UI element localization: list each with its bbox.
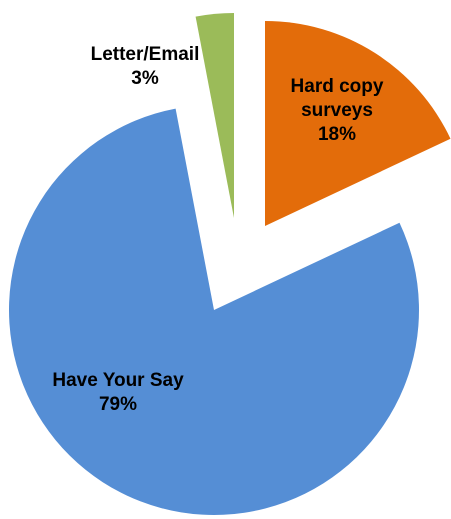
pie-label-line-have-your-say: Have Your Say [52, 370, 184, 391]
pie-label-letter-email: Letter/Email 3% [91, 44, 200, 89]
pie-label-line-letter-email: Letter/Email [91, 44, 200, 65]
pie-label-line-hard-copy-surveys: surveys [301, 100, 373, 121]
pie-label-have-your-say: Have Your Say 79% [52, 370, 184, 415]
pie-labels: Hard copy surveys 18% Have Your Say 79% Lette… [52, 44, 384, 415]
pie-slice-letter-email [195, 13, 234, 218]
pie-label-hard-copy-surveys: Hard copy surveys 18% [291, 76, 384, 145]
pie-slices [8, 13, 451, 515]
pie-percent-letter-email: 3% [131, 68, 159, 89]
pie-slice-have-your-say [8, 108, 419, 515]
pie-percent-hard-copy-surveys: 18% [318, 124, 356, 145]
pie-label-line-hard-copy-surveys: Hard copy [291, 76, 384, 97]
pie-percent-have-your-say: 79% [99, 394, 137, 415]
pie-slice-hard-copy-surveys [265, 21, 451, 226]
